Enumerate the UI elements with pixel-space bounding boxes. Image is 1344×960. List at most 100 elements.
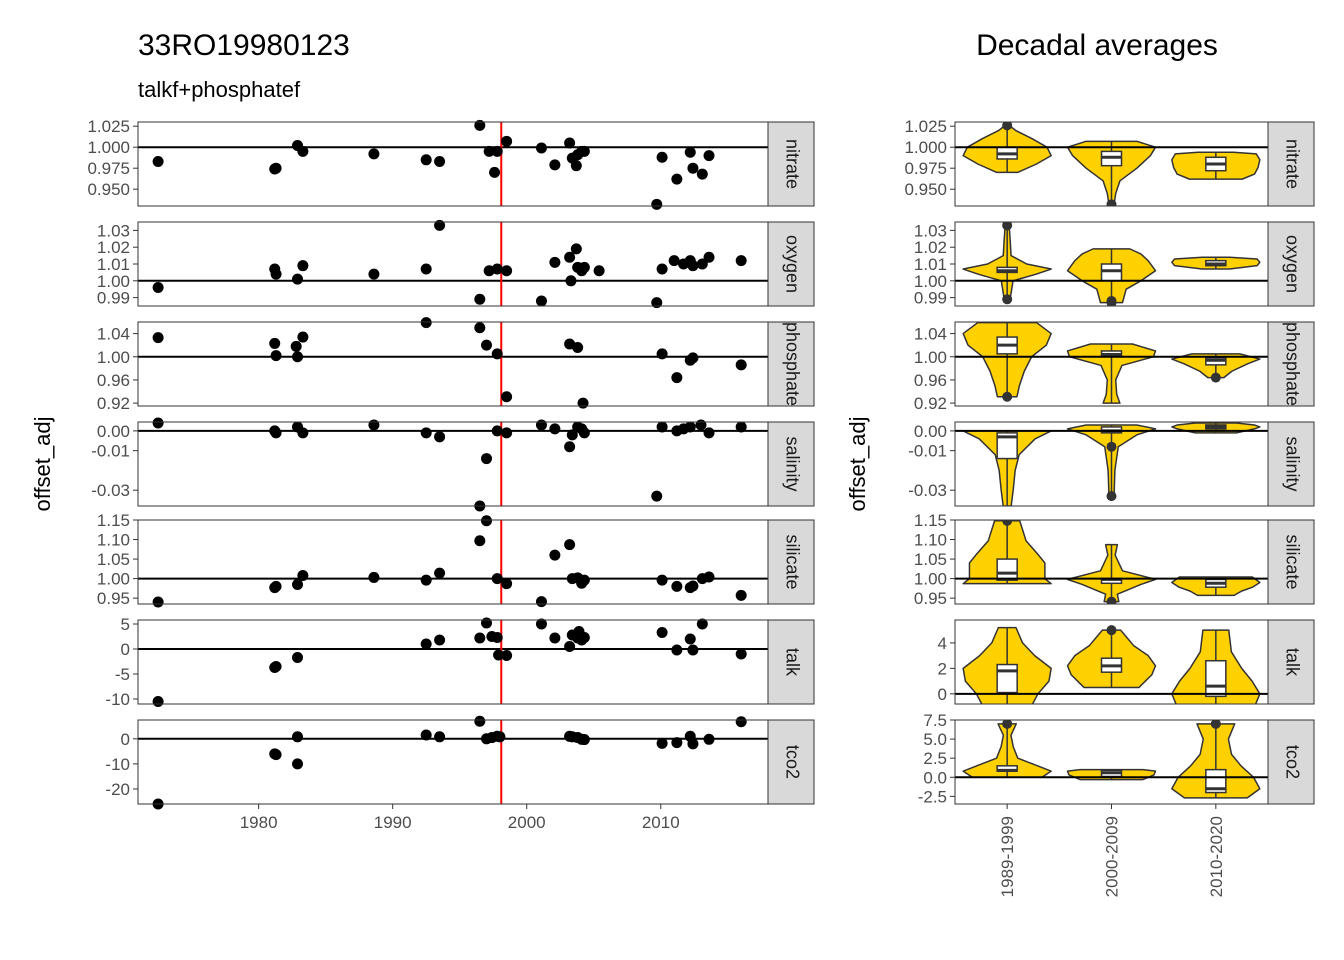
data-point (297, 260, 309, 272)
boxplot-outlier (1002, 520, 1013, 526)
category-tick-label: 2010-2020 (1207, 816, 1226, 897)
right-y-tick-label: 1.15 (914, 511, 947, 530)
data-point (577, 397, 589, 409)
violin-panel-oxygen: 0.991.001.011.021.03 oxygen (914, 221, 1315, 308)
boxplot-box (996, 432, 1018, 460)
data-point (651, 297, 663, 309)
left-y-tick-label: -0.03 (91, 481, 130, 500)
right-strip-label: phosphate (1282, 322, 1302, 406)
data-point (578, 145, 590, 157)
boxplot-outlier (1002, 222, 1013, 231)
data-point (494, 731, 506, 743)
left-strip-talk (767, 619, 815, 705)
boxplot-outlier (1106, 199, 1117, 206)
data-point (684, 633, 696, 645)
data-point (481, 515, 493, 527)
data-point (535, 295, 547, 307)
data-point (420, 729, 432, 741)
left-y-tick-label: -10 (105, 755, 130, 774)
data-point (549, 159, 561, 171)
data-point (270, 427, 282, 439)
data-point (420, 263, 432, 275)
data-point (535, 596, 547, 608)
data-point (491, 145, 503, 157)
left-y-tick-label: 1.00 (97, 272, 130, 291)
data-point (735, 648, 747, 660)
data-point (491, 348, 503, 360)
data-point (297, 331, 309, 343)
data-point (501, 391, 513, 403)
right-y-tick-label: 1.01 (914, 255, 947, 274)
boxplot-box (1205, 768, 1227, 794)
data-point (566, 429, 578, 441)
data-point (687, 260, 699, 272)
left-y-tick-label: 0.950 (87, 180, 130, 199)
left-y-tick-label: 0.96 (97, 371, 130, 390)
scatter-panel-nitrate: 0.950 0.975 1.000 1.025 nitrate (87, 117, 815, 210)
violin-plot-area (955, 322, 1268, 404)
left-strip-tco2 (767, 719, 815, 805)
data-point (501, 650, 513, 661)
data-point (671, 580, 683, 592)
boxplot-box (996, 558, 1018, 581)
right-y-tick-label: 1.00 (914, 570, 947, 589)
data-point (481, 453, 493, 465)
data-point (501, 135, 513, 147)
data-point (501, 578, 513, 590)
left-strip-label: phosphate (782, 322, 802, 406)
left-panel-background-nitrate (138, 122, 768, 206)
left-y-tick-label: 0 (121, 730, 130, 749)
data-point (270, 162, 282, 174)
scatter-plot-area (138, 122, 768, 206)
data-point (152, 596, 164, 608)
right-strip-label: nitrate (1282, 139, 1302, 189)
left-panel-background-silicate (138, 520, 768, 604)
data-point (434, 634, 446, 646)
right-strip-oxygen (1267, 221, 1315, 307)
boxplot-outlier (1106, 625, 1117, 636)
violin-plot-area (955, 720, 1268, 799)
scatter-panel-tco2: -20 -10 0 tco2 (105, 715, 815, 810)
data-point (434, 431, 446, 443)
left-y-tick-label: 1.00 (97, 570, 130, 589)
data-point (549, 632, 561, 644)
data-point (564, 539, 576, 551)
data-point (695, 419, 707, 431)
data-point (535, 419, 547, 431)
right-strip-label: silicate (1282, 534, 1302, 589)
data-point (152, 282, 164, 294)
data-point (292, 652, 304, 663)
data-point (735, 589, 747, 601)
right-y-tick-label: -0.03 (908, 481, 947, 500)
data-point (687, 352, 699, 364)
scatter-panel-silicate: 0.951.001.051.101.15 silicate (97, 511, 815, 608)
right-y-tick-label: 4 (938, 634, 947, 653)
data-point (687, 644, 699, 656)
right-strip-label: salinity (1282, 436, 1302, 491)
data-point (687, 738, 699, 750)
data-point (489, 166, 501, 178)
left-strip-label: silicate (782, 534, 802, 589)
data-point (578, 632, 590, 643)
data-point (564, 641, 576, 652)
left-y-tick-label: -10 (105, 690, 130, 709)
data-point (656, 348, 668, 360)
data-point (656, 574, 668, 586)
data-point (570, 160, 582, 172)
right-strip-salinity (1267, 421, 1315, 507)
data-point (703, 251, 715, 263)
right-y-tick-label: 0.975 (904, 159, 947, 178)
scatter-plot-area (138, 222, 768, 306)
left-chart-title: 33RO19980123 (138, 29, 350, 62)
data-point (501, 427, 513, 439)
data-point (297, 569, 309, 581)
violin-plot-area (955, 122, 1268, 206)
violin-panel-salinity: -0.03 -0.010.00 salinity (908, 421, 1315, 507)
data-point (270, 661, 282, 672)
right-y-axis-label: offset_adj (845, 416, 870, 511)
data-point (474, 632, 486, 644)
x-tick-label: 1980 (240, 813, 278, 832)
data-point (152, 696, 164, 707)
data-point (703, 150, 715, 162)
right-y-tick-label: 1.00 (914, 272, 947, 291)
